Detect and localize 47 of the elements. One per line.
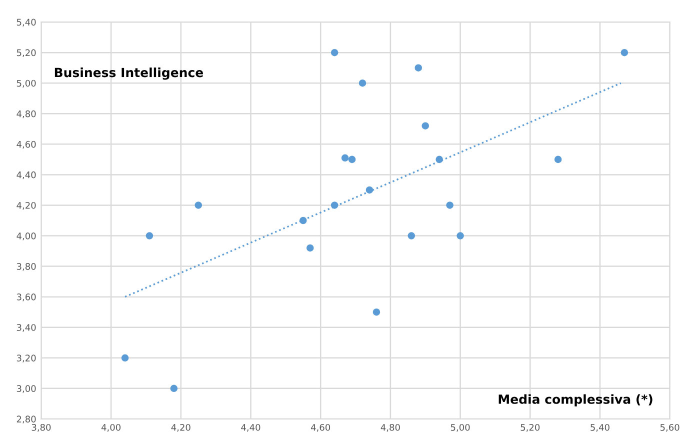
y-tick-label: 3,60 [16,294,36,302]
y-tick-label: 2,80 [16,416,36,424]
y-tick-label: 4,60 [16,140,36,149]
x-tick-label: 5,40 [590,424,610,432]
point [446,202,454,209]
point [372,308,380,316]
y-tick-label: 4,80 [16,110,36,118]
point [170,384,178,392]
y-axis-title: Business Intelligence [54,68,204,80]
y-tick-label: 5,20 [16,49,36,58]
point [348,156,356,164]
y-tick-label: 4,00 [16,232,36,240]
point [456,232,464,240]
y-tick-label: 3,00 [16,385,36,393]
x-tick-label: 4,40 [241,424,260,432]
x-axis-title: Media complessiva (*) [498,394,652,406]
point [620,48,628,56]
point [330,202,338,209]
point [300,216,307,224]
point [554,156,562,164]
y-tick-label: 5,40 [16,18,36,27]
point [146,232,154,240]
y-tick-label: 3,40 [16,324,36,332]
point [306,244,314,252]
point [436,156,443,164]
point [121,354,129,362]
y-tick-label: 3,20 [16,354,36,362]
y-tick-label: 4,20 [16,202,36,210]
x-tick-label: 3,80 [32,424,51,432]
point [422,122,430,130]
x-tick-label: 4,60 [310,424,330,432]
x-tick-label: 4,00 [101,424,121,432]
x-tick-label: 4,80 [380,424,400,432]
x-tick-label: 5,60 [660,424,680,432]
point [358,79,366,87]
point [414,64,422,72]
point [408,232,416,240]
y-tick-label: 4,40 [16,171,36,180]
x-tick-label: 4,20 [171,424,190,432]
point [330,48,338,56]
point [366,186,374,194]
x-tick-label: 5,00 [450,424,470,432]
y-tick-label: 3,80 [16,263,36,271]
point [194,202,202,209]
x-tick-label: 5,20 [520,424,540,432]
point [341,154,349,162]
y-tick-label: 5,00 [16,80,36,88]
